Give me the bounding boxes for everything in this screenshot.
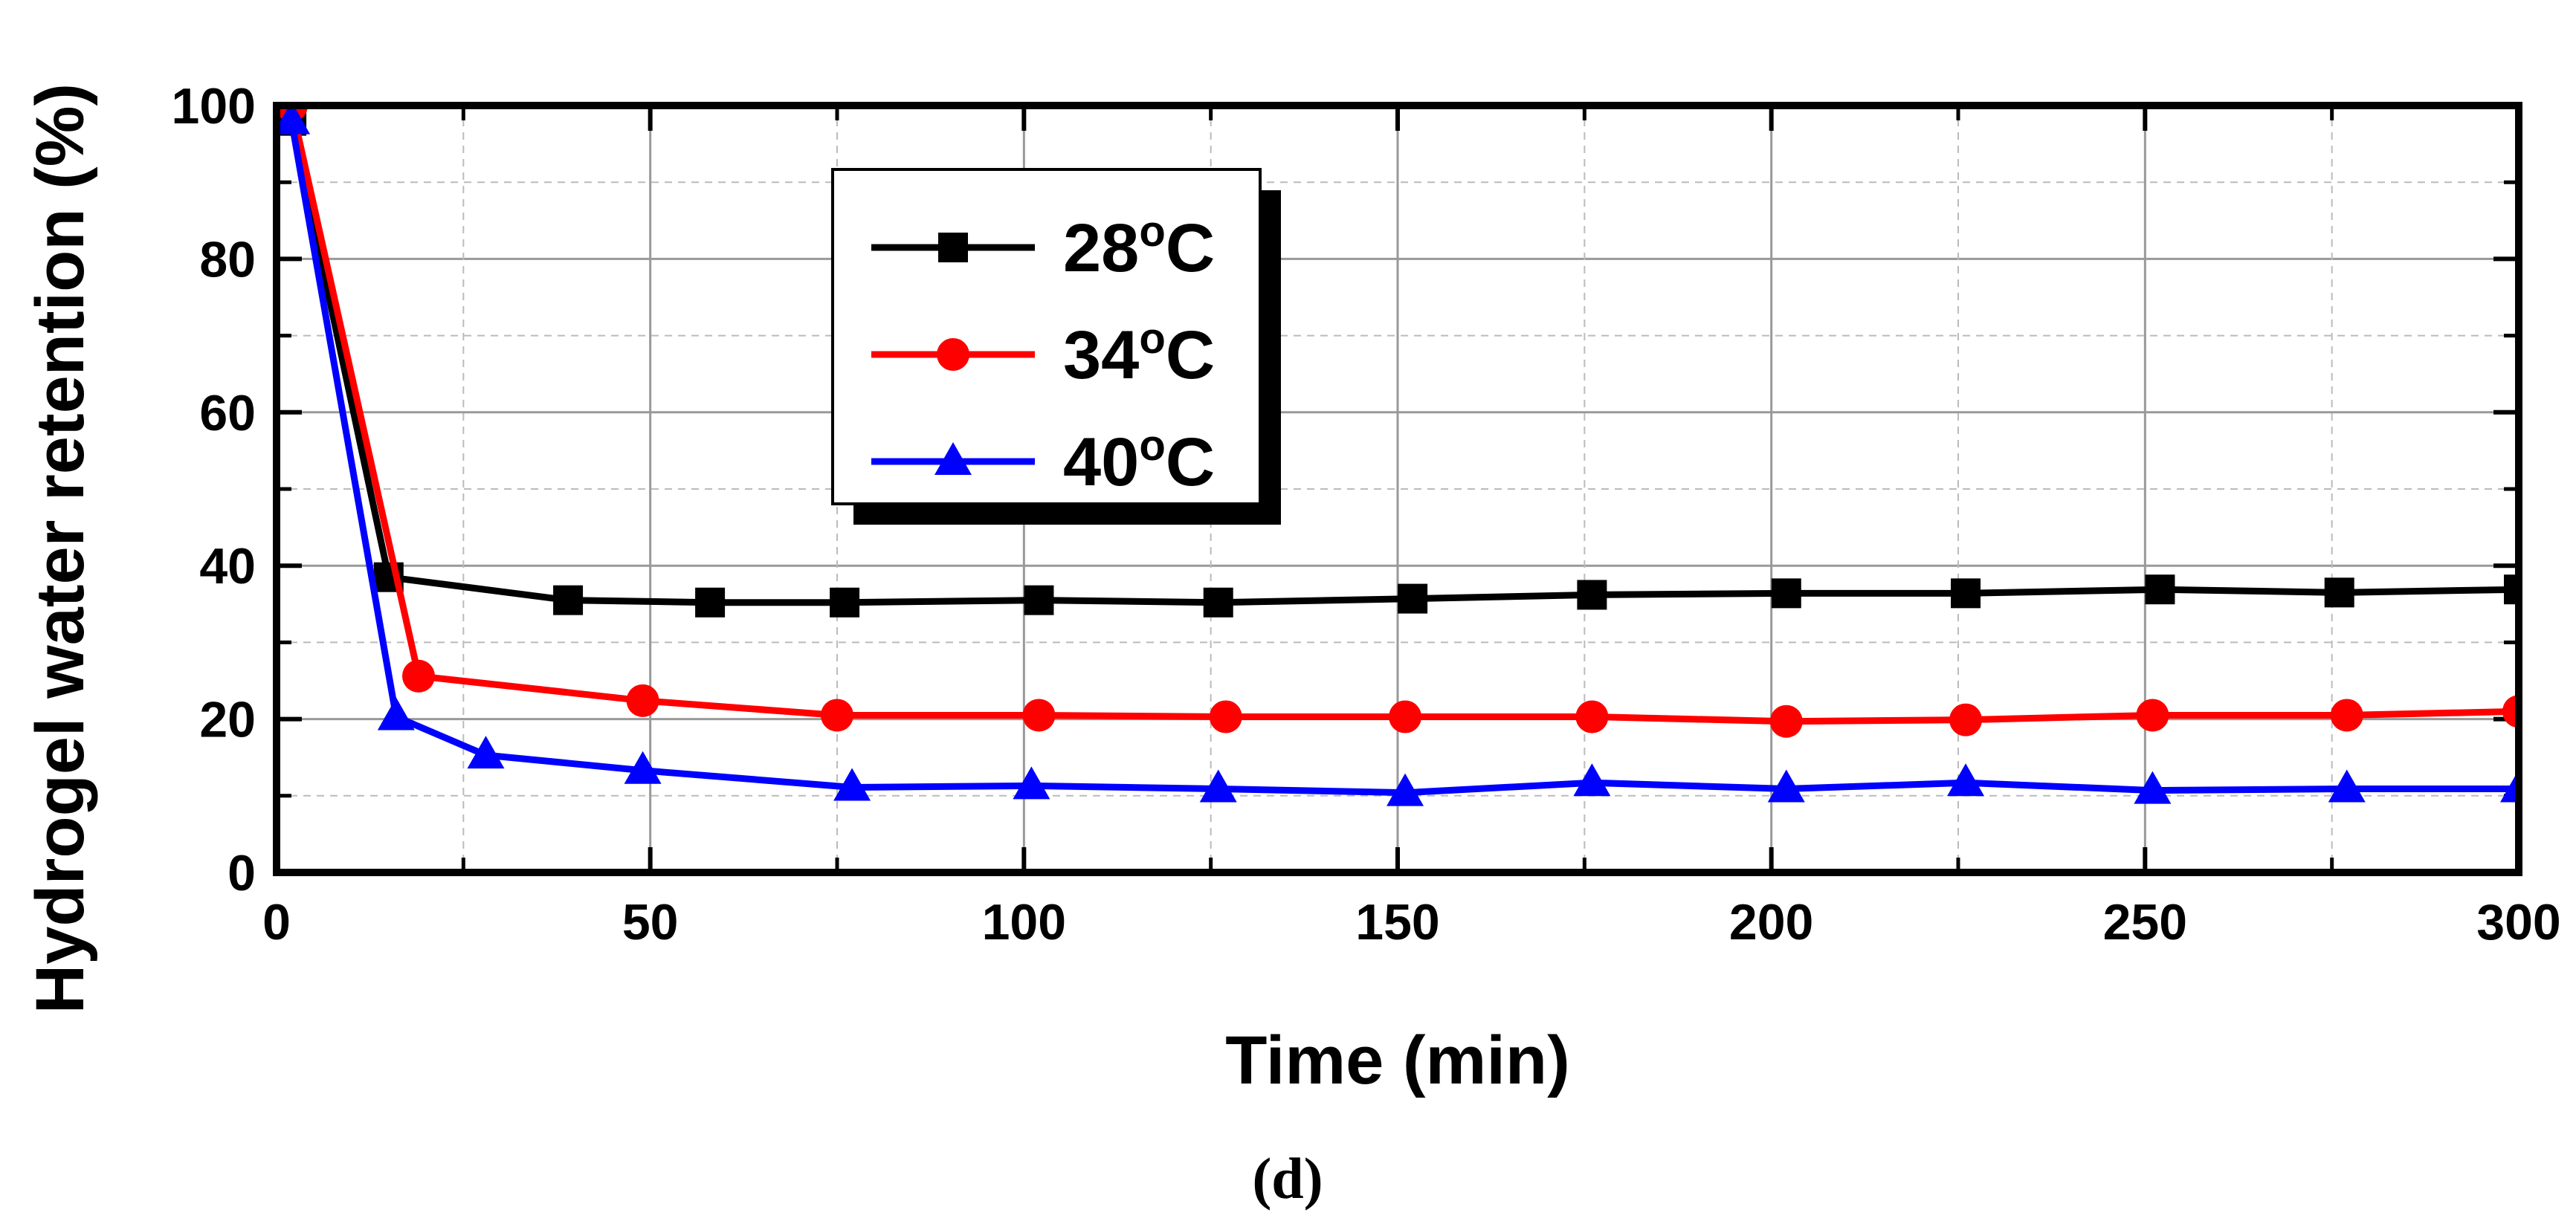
data-point-28 bbox=[553, 585, 584, 615]
y-axis-title: Hydrogel water retention (%) bbox=[22, 83, 98, 1014]
data-point-40 bbox=[277, 106, 311, 135]
tick-labels: 0 50 100 150 200 250 300 0 20 40 60 80 100 bbox=[172, 78, 2561, 950]
y-tick-label: 80 bbox=[199, 231, 256, 288]
data-point-40 bbox=[624, 751, 662, 784]
data-point-34 bbox=[1949, 703, 1983, 736]
legend-label-34: 34oC bbox=[1063, 314, 1215, 393]
data-point-28 bbox=[1771, 578, 1801, 609]
data-point-40 bbox=[1199, 769, 1237, 803]
data-point-28 bbox=[830, 587, 860, 618]
data-point-28 bbox=[1951, 578, 1981, 609]
data-point-34 bbox=[1769, 705, 1803, 738]
data-point-34 bbox=[1209, 700, 1242, 733]
data-point-34 bbox=[1389, 700, 1422, 733]
x-axis-title: Time (min) bbox=[1225, 1023, 1569, 1098]
data-point-40 bbox=[1573, 763, 1611, 797]
data-point-28 bbox=[2145, 574, 2175, 605]
y-tick-label: 60 bbox=[199, 385, 256, 441]
data-point-40 bbox=[2328, 769, 2366, 803]
data-point-28 bbox=[2324, 577, 2354, 608]
x-tick-label: 50 bbox=[622, 894, 679, 950]
legend-label-40: 40oC bbox=[1063, 421, 1215, 500]
data-point-40 bbox=[1767, 769, 1805, 803]
data-point-34 bbox=[2502, 695, 2519, 728]
legend-marker-40 bbox=[934, 442, 972, 475]
data-point-28 bbox=[1203, 587, 1233, 618]
x-tick-label: 250 bbox=[2103, 894, 2187, 950]
data-point-34 bbox=[626, 684, 659, 717]
figure-caption: (d) bbox=[1252, 1146, 1323, 1211]
data-point-34 bbox=[1022, 699, 1056, 732]
data-point-28 bbox=[1577, 580, 1607, 610]
data-series bbox=[277, 106, 2519, 806]
legend: 28oC 34oC 40oC bbox=[831, 168, 1281, 525]
legend-marker-34 bbox=[937, 338, 969, 371]
legend-label-28: 28oC bbox=[1063, 207, 1215, 286]
data-point-40 bbox=[377, 697, 415, 731]
data-point-28 bbox=[1024, 585, 1054, 615]
x-tick-label: 100 bbox=[982, 894, 1066, 950]
data-point-40 bbox=[833, 768, 871, 801]
data-point-34 bbox=[1575, 700, 1609, 733]
series-line-40 bbox=[288, 120, 2519, 797]
data-point-34 bbox=[2330, 699, 2363, 732]
y-tick-label: 40 bbox=[199, 538, 256, 595]
data-point-40 bbox=[467, 736, 505, 769]
legend-marker-28 bbox=[938, 233, 968, 262]
x-tick-label: 150 bbox=[1355, 894, 1439, 950]
y-tick-label: 20 bbox=[199, 692, 256, 748]
x-tick-label: 200 bbox=[1729, 894, 1813, 950]
data-point-34 bbox=[402, 659, 436, 693]
grid-lines bbox=[277, 106, 2519, 872]
data-point-34 bbox=[2136, 699, 2169, 732]
x-tick-label: 300 bbox=[2476, 894, 2560, 950]
x-tick-label: 0 bbox=[262, 894, 291, 950]
y-tick-label: 0 bbox=[227, 845, 256, 901]
series-34 bbox=[277, 106, 2519, 738]
legend-box bbox=[831, 168, 1262, 505]
data-point-34 bbox=[821, 699, 853, 732]
data-point-28 bbox=[695, 587, 726, 618]
data-point-40 bbox=[2134, 771, 2172, 804]
data-point-40 bbox=[1947, 763, 1985, 797]
y-tick-label: 100 bbox=[172, 78, 256, 135]
series-line-28 bbox=[288, 120, 2519, 606]
data-point-40 bbox=[1013, 766, 1050, 800]
series-40 bbox=[277, 106, 2519, 806]
plot-frame bbox=[273, 102, 2522, 876]
data-point-28 bbox=[1398, 583, 1428, 614]
data-point-40 bbox=[2500, 769, 2519, 803]
series-line-34 bbox=[288, 106, 2519, 725]
data-point-40 bbox=[1387, 773, 1424, 806]
